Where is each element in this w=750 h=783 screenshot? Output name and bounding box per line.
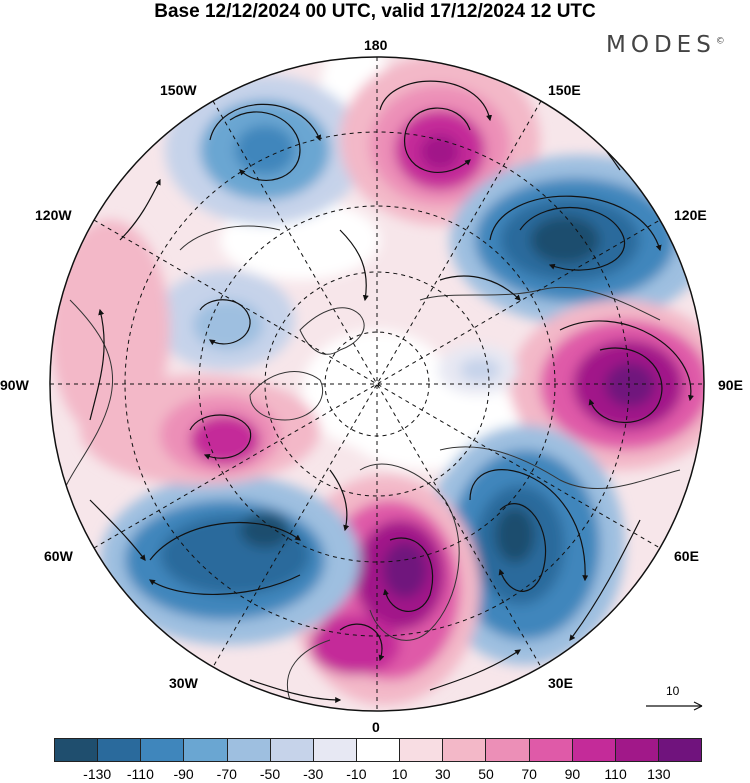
colorbar-tick-label: -110 (126, 766, 154, 782)
lon-label-120e: 120E (674, 207, 707, 223)
colorbar-cell (400, 739, 444, 761)
colorbar-cell (486, 739, 530, 761)
colorbar-cell (529, 739, 573, 761)
colorbar-cell (55, 739, 99, 761)
vector-reference-arrow-icon (646, 701, 703, 711)
graticule (50, 57, 704, 711)
lon-label-180: 180 (364, 37, 388, 53)
lon-label-150w: 150W (160, 82, 197, 98)
colorbar-cell (184, 739, 228, 761)
colorbar-tick-label: -30 (303, 766, 324, 782)
colorbar-tick-label: -50 (259, 766, 281, 782)
lon-label-90e: 90E (718, 377, 743, 393)
colorbar (54, 738, 702, 762)
colorbar-tick-label: -130 (83, 766, 112, 782)
colorbar-tick-label: 90 (564, 766, 581, 782)
colorbar-tick-label: -90 (173, 766, 194, 782)
lon-label-90w: 90W (0, 377, 29, 393)
colorbar-cell (572, 739, 616, 761)
wind-vectors (89, 80, 694, 703)
brand-text: MODES (606, 32, 716, 58)
lon-label-30w: 30W (169, 675, 198, 691)
vector-reference: 10 (640, 684, 710, 714)
colorbar-cell (98, 739, 142, 761)
colorbar-cell (270, 739, 314, 761)
colorbar-cell (227, 739, 271, 761)
colorbar-tick-label: 30 (435, 766, 451, 782)
map-boundary (49, 56, 705, 712)
colorbar-tick-labels: -130 -110 -90 -70 -50 -30 -10 10 30 50 70 90 110 130 (54, 766, 702, 783)
lon-label-30e: 30E (548, 675, 573, 691)
lon-label-60w: 60W (44, 548, 73, 564)
colorbar-tick-label: 10 (391, 766, 408, 782)
lon-label-150e: 150E (548, 82, 581, 98)
colorbar-tick-label: -70 (216, 766, 237, 782)
copyright-mark: © (715, 36, 725, 47)
modes-logo: MODES© (606, 32, 725, 58)
colorbar-cell (658, 739, 702, 761)
colorbar-cell (141, 739, 185, 761)
chart-title: Base 12/12/2024 00 UTC, valid 17/12/2024… (154, 1, 596, 22)
anomaly-field (50, 57, 704, 705)
colorbar-cell (443, 739, 487, 761)
colorbar-tick-label: 130 (647, 766, 671, 782)
lon-label-60e: 60E (674, 548, 699, 564)
colorbar-cell (356, 739, 401, 761)
vector-reference-value: 10 (666, 684, 680, 698)
lon-label-0: 0 (372, 719, 380, 735)
colorbar-tick-label: 50 (478, 766, 494, 782)
colorbar-tick-label: 70 (521, 766, 537, 782)
lon-label-120w: 120W (35, 207, 72, 223)
colorbar-cell (615, 739, 659, 761)
colorbar-tick-label: -10 (346, 766, 367, 782)
colorbar-cell (313, 739, 357, 761)
colorbar-tick-label: 110 (604, 766, 627, 782)
